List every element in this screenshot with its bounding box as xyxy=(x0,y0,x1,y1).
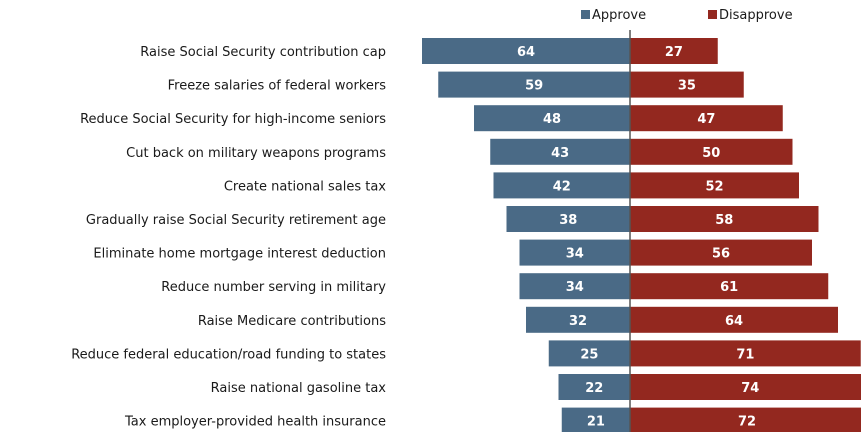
category-label: Eliminate home mortgage interest deducti… xyxy=(93,247,386,262)
approve-value-label: 43 xyxy=(551,146,569,161)
disapprove-value-label: 74 xyxy=(741,381,759,396)
disapprove-bar xyxy=(630,374,861,400)
approve-bar xyxy=(506,206,630,232)
bars: 64 27 59 35 48 47 43 50 42 52 38 58 34 56 34 61 32 64 25 71… xyxy=(422,38,861,432)
disapprove-value-label: 27 xyxy=(665,45,683,60)
disapprove-bar xyxy=(630,138,793,165)
approve-bar xyxy=(519,273,630,300)
disapprove-value-label: 71 xyxy=(736,347,754,362)
disapprove-bar xyxy=(630,407,861,432)
category-label: Reduce federal education/road funding to… xyxy=(71,347,386,362)
disapprove-bar xyxy=(630,340,861,367)
disapprove-value-label: 47 xyxy=(697,112,715,127)
disapprove-bar xyxy=(630,206,819,232)
approve-bar xyxy=(548,340,630,367)
approve-value-label: 25 xyxy=(580,347,598,362)
approve-value-label: 21 xyxy=(587,415,605,430)
category-label: Gradually raise Social Security retireme… xyxy=(86,213,386,228)
category-label: Raise Social Security contribution cap xyxy=(140,45,386,60)
category-label: Freeze salaries of federal workers xyxy=(168,79,387,94)
approve-bar xyxy=(558,374,630,400)
category-label: Reduce number serving in military xyxy=(161,280,386,295)
disapprove-value-label: 52 xyxy=(705,179,723,194)
disapprove-value-label: 56 xyxy=(712,247,730,262)
disapprove-value-label: 61 xyxy=(720,280,738,295)
approve-bar xyxy=(490,138,630,165)
approve-bar xyxy=(519,239,630,266)
approve-value-label: 42 xyxy=(553,179,571,194)
category-label: Create national sales tax xyxy=(224,179,386,194)
disapprove-value-label: 58 xyxy=(715,213,733,228)
approve-value-label: 34 xyxy=(566,247,584,262)
category-label: Raise Medicare contributions xyxy=(198,314,386,329)
approve-value-label: 32 xyxy=(569,314,587,329)
disapprove-value-label: 72 xyxy=(738,415,756,430)
legend: Approve Disapprove xyxy=(581,8,793,23)
approve-value-label: 22 xyxy=(585,381,603,396)
disapprove-value-label: 64 xyxy=(725,314,743,329)
disapprove-legend-swatch xyxy=(708,10,717,19)
disapprove-bar xyxy=(630,105,783,132)
disapprove-bar xyxy=(630,306,838,333)
approve-bar xyxy=(474,105,630,132)
approve-value-label: 59 xyxy=(525,79,543,94)
disapprove-bar xyxy=(630,172,799,199)
approve-value-label: 64 xyxy=(517,45,535,60)
disapprove-bar xyxy=(630,71,744,98)
disapprove-legend-label: Disapprove xyxy=(719,8,793,23)
approve-bar xyxy=(438,71,630,98)
disapprove-bar xyxy=(630,239,812,266)
approve-bar xyxy=(422,38,630,64)
approve-value-label: 38 xyxy=(559,213,577,228)
approve-bar xyxy=(561,407,630,432)
approve-legend-label: Approve xyxy=(592,8,646,23)
disapprove-bar xyxy=(630,38,718,64)
category-label: Raise national gasoline tax xyxy=(211,381,387,396)
approve-value-label: 34 xyxy=(566,280,584,295)
disapprove-value-label: 35 xyxy=(678,79,696,94)
category-labels: Raise Social Security contribution cap Fr… xyxy=(71,45,386,430)
disapprove-value-label: 50 xyxy=(702,146,720,161)
approve-value-label: 48 xyxy=(543,112,561,127)
category-label: Cut back on military weapons programs xyxy=(126,146,386,161)
approve-legend-swatch xyxy=(581,10,590,19)
category-label: Tax employer-provided health insurance xyxy=(124,415,386,430)
disapprove-bar xyxy=(630,273,829,300)
approve-bar xyxy=(526,306,630,333)
approve-bar xyxy=(493,172,630,199)
category-label: Reduce Social Security for high-income s… xyxy=(80,112,386,127)
